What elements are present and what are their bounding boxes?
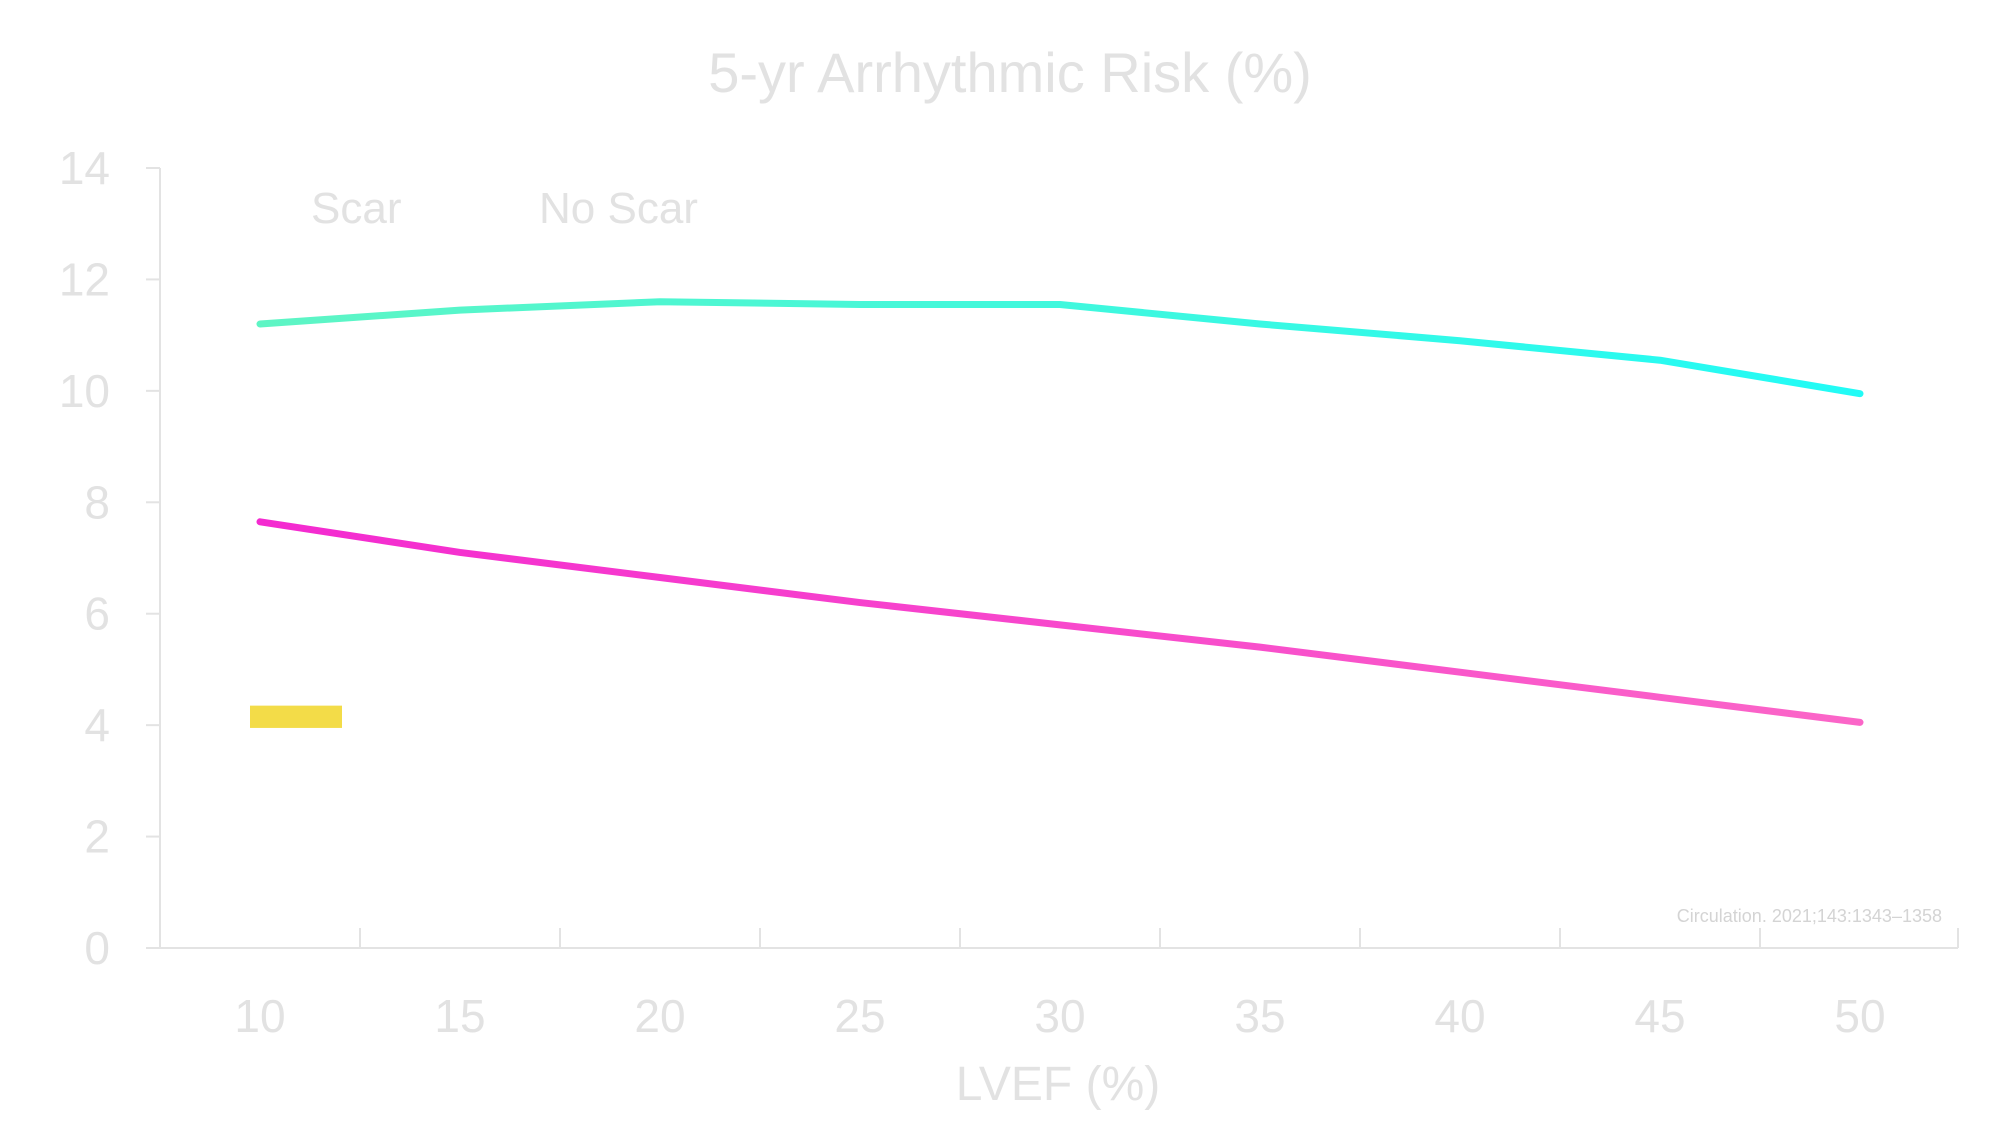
y-tick-label: 10 — [59, 365, 110, 417]
series-line-scar — [256, 298, 1864, 398]
y-tick-label: 6 — [84, 588, 110, 640]
series-line-no-scar — [256, 518, 1864, 726]
y-tick-label: 14 — [59, 142, 110, 194]
x-tick-label: 50 — [1834, 990, 1885, 1042]
x-axis-label: LVEF (%) — [956, 1058, 1160, 1111]
x-ticks: 10 15 20 25 30 35 40 45 50 — [234, 928, 1959, 1042]
x-tick-label: 10 — [234, 990, 285, 1042]
y-tick-label: 4 — [84, 699, 110, 751]
legend-label-scar: Scar — [311, 184, 401, 233]
y-tick-label: 8 — [84, 476, 110, 528]
x-tick-label: 25 — [834, 990, 885, 1042]
x-tick-label: 35 — [1234, 990, 1285, 1042]
y-tick-label: 0 — [84, 922, 110, 974]
highlight-marker — [250, 705, 342, 728]
x-tick-label: 30 — [1034, 990, 1085, 1042]
series-lines — [256, 298, 1864, 726]
x-tick-label: 40 — [1434, 990, 1485, 1042]
chart-title: 5-yr Arrhythmic Risk (%) — [708, 41, 1312, 104]
y-tick-label: 12 — [59, 253, 110, 305]
legend: Scar No Scar — [262, 184, 698, 233]
legend-label-no-scar: No Scar — [539, 184, 698, 233]
y-tick-label: 2 — [84, 811, 110, 863]
x-tick-label: 20 — [634, 990, 685, 1042]
x-tick-label: 15 — [434, 990, 485, 1042]
source-citation: Circulation. 2021;143:1343–1358 — [1677, 906, 1942, 926]
y-ticks: 0 2 4 6 8 10 12 14 — [59, 142, 160, 974]
axes — [146, 168, 1958, 949]
x-tick-label: 45 — [1634, 990, 1685, 1042]
